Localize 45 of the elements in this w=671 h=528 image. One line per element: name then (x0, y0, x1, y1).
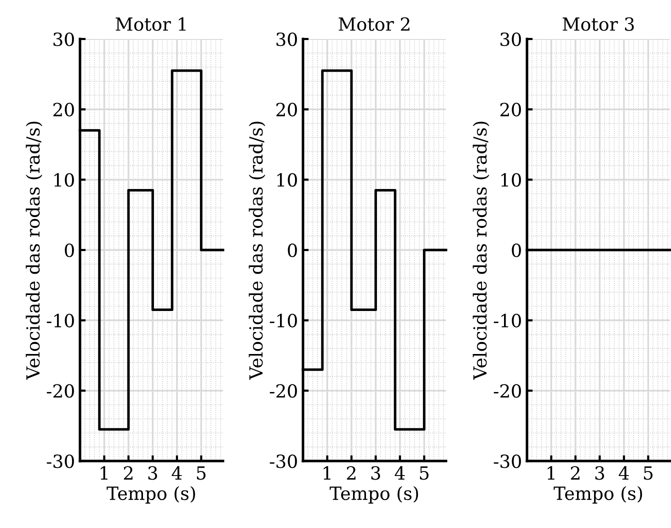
x-tick-label: 1 (100, 466, 108, 480)
y-tick-label: -30 (494, 454, 521, 468)
y-tick-label: -10 (270, 314, 297, 328)
y-tick-label: 30 (276, 32, 297, 46)
y-axis-title: Velocidade das rodas (rad/s) (26, 122, 42, 380)
x-tick-label: 5 (196, 466, 206, 480)
y-tick-label: 30 (500, 32, 521, 46)
x-tick-label: 3 (371, 466, 380, 480)
x-tick-label: 4 (618, 466, 629, 480)
x-axis-title: Tempo (s) (106, 486, 196, 504)
y-tick-label: -10 (494, 314, 521, 328)
x-tick-label: 3 (148, 466, 158, 480)
y-tick-label: 0 (64, 243, 74, 258)
x-tick-label: 2 (346, 466, 356, 480)
x-axis-title: Tempo (s) (330, 486, 418, 504)
y-tick-label: 0 (512, 243, 521, 258)
x-axis-title: Tempo (s) (554, 486, 642, 504)
y-tick-label: -20 (46, 384, 74, 398)
y-tick-label: 20 (276, 102, 297, 116)
y-tick-label: -20 (270, 384, 297, 398)
y-tick-label: -30 (46, 454, 74, 468)
y-tick-label: -30 (270, 454, 297, 468)
x-tick-label: 1 (548, 466, 554, 480)
x-tick-label: 2 (570, 466, 580, 480)
chart-title: Motor 2 (338, 17, 410, 31)
y-tick-label: -10 (46, 314, 74, 328)
y-tick-label: 30 (54, 32, 74, 46)
x-tick-label: 3 (595, 466, 604, 480)
x-tick-label: 1 (324, 466, 330, 480)
x-tick-label: 4 (172, 466, 182, 480)
x-tick-label: 4 (394, 466, 405, 480)
y-tick-label: -20 (494, 384, 521, 398)
y-tick-label: 10 (54, 173, 74, 187)
y-tick-label: 10 (501, 173, 521, 187)
x-tick-label: 2 (124, 466, 132, 480)
chart-title: Motor 3 (562, 17, 634, 31)
y-tick-label: 20 (53, 102, 74, 116)
y-tick-label: 20 (500, 102, 521, 116)
x-tick-label: 5 (644, 466, 653, 480)
y-axis-title: Velocidade das rodas (rad/s) (472, 122, 490, 380)
chart-title: Motor 1 (116, 17, 186, 31)
y-tick-label: 0 (288, 243, 297, 258)
x-tick-label: 5 (420, 466, 429, 480)
y-axis-title: Velocidade das rodas (rad/s) (248, 122, 266, 380)
y-tick-label: 10 (277, 173, 297, 187)
